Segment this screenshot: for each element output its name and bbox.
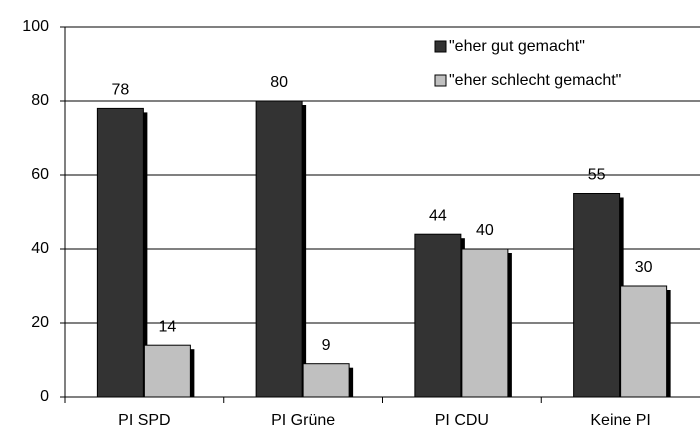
data-label: 30 bbox=[635, 259, 653, 276]
bar bbox=[620, 285, 668, 398]
bar bbox=[302, 363, 350, 398]
y-tick-label: 60 bbox=[31, 166, 49, 183]
bar bbox=[96, 107, 144, 398]
bar bbox=[461, 248, 509, 398]
bar-shadow bbox=[666, 290, 671, 397]
x-tick-label: PI CDU bbox=[435, 412, 489, 429]
legend-swatch bbox=[434, 40, 447, 53]
legend-label: "eher schlecht gemacht" bbox=[449, 72, 621, 89]
data-label: 78 bbox=[111, 82, 129, 99]
bar-shadow bbox=[302, 105, 307, 397]
bar-shadow bbox=[190, 349, 195, 397]
y-tick-label: 0 bbox=[40, 388, 49, 405]
x-tick-label: Keine PI bbox=[590, 412, 650, 429]
data-label: 44 bbox=[429, 207, 447, 224]
x-tick-label: PI Grüne bbox=[271, 412, 335, 429]
legend-label: "eher gut gemacht" bbox=[449, 38, 585, 55]
y-tick-label: 80 bbox=[31, 92, 49, 109]
legend-swatch bbox=[434, 74, 447, 87]
data-label: 14 bbox=[158, 318, 176, 335]
bar-shadow bbox=[143, 112, 148, 398]
bar bbox=[414, 233, 462, 398]
data-label: 9 bbox=[322, 337, 331, 354]
bar-shadow bbox=[507, 253, 512, 397]
x-tick-label: PI SPD bbox=[118, 412, 170, 429]
y-tick-label: 20 bbox=[31, 314, 49, 331]
bar bbox=[143, 344, 191, 398]
bar-shadow bbox=[349, 367, 354, 397]
data-label: 40 bbox=[476, 222, 494, 239]
y-tick-label: 40 bbox=[31, 240, 49, 257]
bar bbox=[255, 100, 303, 398]
y-tick-label: 100 bbox=[22, 18, 49, 35]
data-label: 55 bbox=[588, 167, 606, 184]
data-label: 80 bbox=[270, 74, 288, 91]
bar bbox=[573, 193, 621, 398]
